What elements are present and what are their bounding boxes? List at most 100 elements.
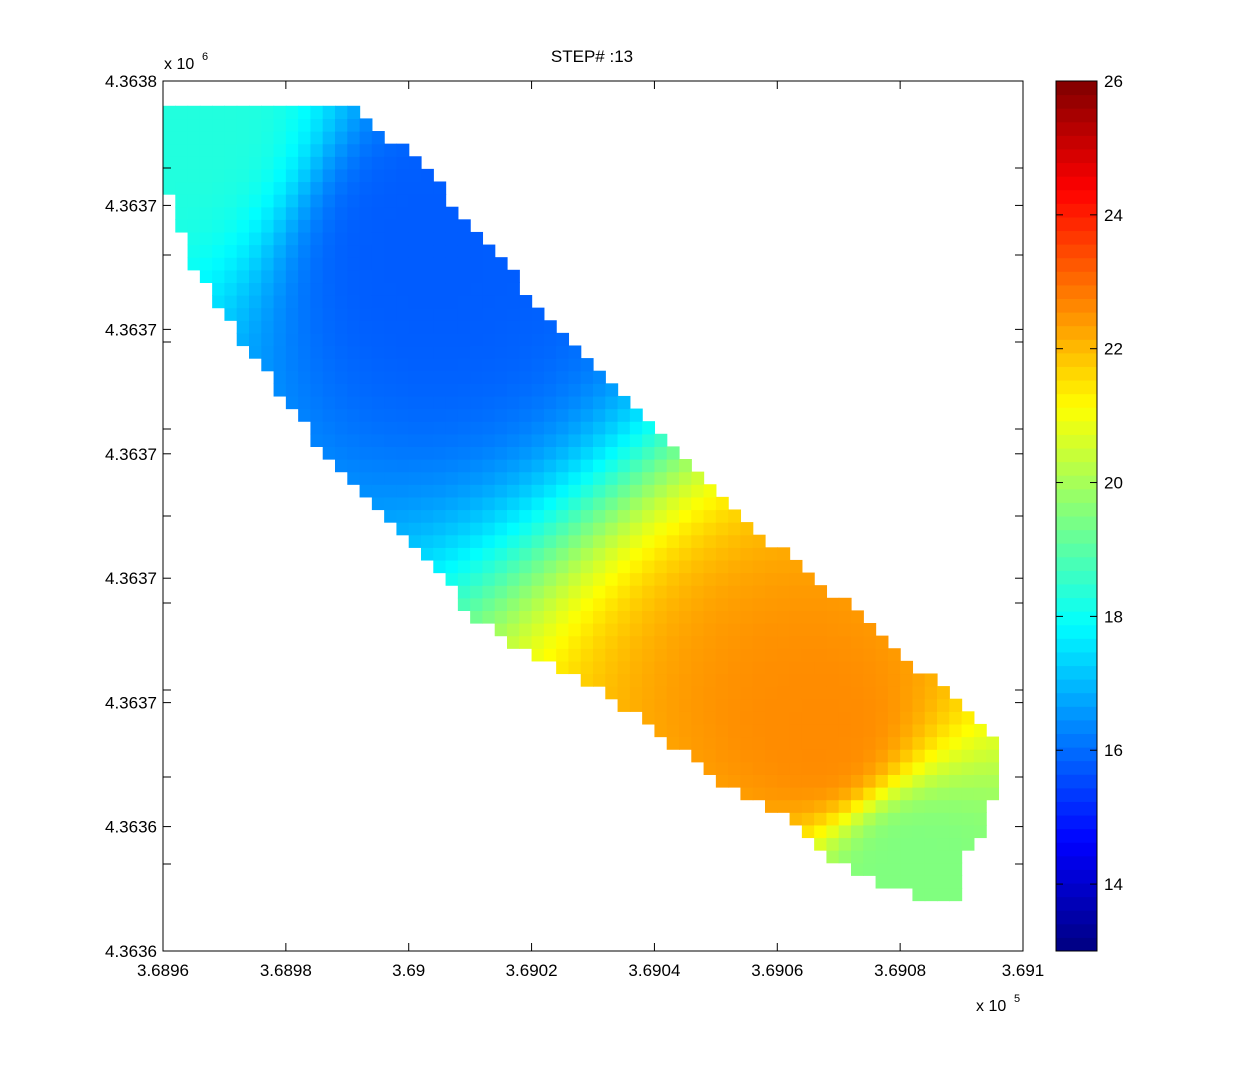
- heatmap-cell: [347, 143, 361, 157]
- heatmap-cell: [371, 395, 385, 410]
- heatmap-cell: [740, 522, 754, 536]
- heatmap-cell: [642, 623, 656, 637]
- heatmap-cell: [470, 534, 484, 548]
- heatmap-cell: [801, 799, 815, 813]
- heatmap-cell: [457, 421, 471, 435]
- heatmap-cell: [359, 421, 373, 435]
- heatmap-cell: [310, 131, 324, 145]
- heatmap-cell: [298, 307, 312, 321]
- heatmap-cell: [396, 257, 410, 271]
- heatmap-cell: [900, 824, 914, 839]
- heatmap-cell: [298, 395, 312, 410]
- heatmap-cell: [543, 320, 557, 334]
- heatmap-cell: [457, 433, 471, 447]
- heatmap-cell: [261, 345, 275, 359]
- heatmap-cell: [937, 837, 950, 851]
- heatmap-cell: [408, 194, 422, 208]
- heatmap-cell: [642, 610, 656, 624]
- heatmap-cell: [421, 307, 434, 321]
- heatmap-cell: [851, 799, 864, 813]
- heatmap-cell: [347, 395, 361, 410]
- heatmap-cell: [752, 534, 766, 548]
- heatmap-cell: [703, 635, 717, 649]
- heatmap-cell: [924, 686, 938, 700]
- heatmap-cell: [359, 219, 373, 233]
- heatmap-cell: [593, 496, 606, 511]
- heatmap-cell: [679, 660, 692, 675]
- heatmap-cell: [507, 370, 520, 384]
- heatmap-cell: [765, 774, 778, 788]
- heatmap-cell: [973, 774, 987, 788]
- heatmap-cell: [359, 395, 373, 410]
- heatmap-cell: [703, 559, 717, 574]
- heatmap-cell: [556, 433, 570, 447]
- heatmap-cell: [924, 774, 938, 788]
- heatmap-cell: [801, 711, 815, 725]
- heatmap-cell: [322, 231, 336, 246]
- heatmap-cell: [543, 358, 557, 372]
- heatmap-cell: [740, 585, 754, 599]
- heatmap-cell: [322, 156, 336, 170]
- heatmap-cell: [912, 799, 926, 813]
- heatmap-cell: [629, 686, 643, 700]
- heatmap-cell: [347, 370, 361, 384]
- colorbar-band: [1056, 312, 1097, 327]
- heatmap-cell: [433, 433, 447, 447]
- heatmap-cell: [703, 660, 717, 675]
- heatmap-cell: [494, 358, 508, 372]
- heatmap-cell: [298, 168, 312, 183]
- heatmap-cell: [912, 711, 926, 725]
- heatmap-cell: [519, 408, 533, 422]
- heatmap-cell: [715, 648, 729, 662]
- heatmap-cell: [801, 572, 815, 586]
- heatmap-cell: [175, 168, 189, 183]
- y-tick-label: 4.3637: [105, 569, 157, 588]
- heatmap-cell: [212, 105, 226, 120]
- heatmap-cell: [543, 547, 557, 561]
- heatmap-cell: [887, 787, 901, 801]
- heatmap-cell: [470, 320, 484, 334]
- heatmap-cell: [408, 282, 422, 296]
- heatmap-cell: [408, 295, 422, 309]
- heatmap-cell: [961, 787, 975, 801]
- heatmap-cell: [347, 383, 361, 397]
- heatmap-cell: [507, 446, 520, 460]
- heatmap-cell: [335, 370, 348, 384]
- heatmap-cell: [261, 320, 275, 334]
- heatmap-cell: [396, 383, 410, 397]
- heatmap-cell: [322, 295, 336, 309]
- heatmap-cell: [556, 383, 570, 397]
- heatmap-cell: [777, 572, 791, 586]
- y-exponent-base: x 10: [164, 56, 194, 73]
- heatmap-cell: [765, 711, 778, 725]
- heatmap-cell: [494, 320, 508, 334]
- heatmap-cell: [556, 408, 570, 422]
- heatmap-cell: [335, 118, 348, 132]
- heatmap-cell: [838, 824, 852, 839]
- heatmap-cell: [863, 787, 877, 801]
- heatmap-cell: [875, 824, 889, 839]
- heatmap-cell: [691, 723, 705, 738]
- heatmap-cell: [236, 181, 250, 195]
- heatmap-cell: [887, 812, 901, 826]
- heatmap-cell: [580, 421, 594, 435]
- heatmap-cell: [765, 799, 778, 813]
- heatmap-cell: [494, 383, 508, 397]
- colorbar-band: [1056, 910, 1097, 925]
- heatmap-cell: [715, 736, 729, 750]
- heatmap-cell: [740, 635, 754, 649]
- heatmap-cell: [777, 686, 791, 700]
- heatmap-cell: [507, 496, 520, 511]
- heatmap-cell: [937, 799, 950, 813]
- heatmap-cell: [851, 711, 864, 725]
- heatmap-cell: [777, 660, 791, 675]
- heatmap-cell: [433, 547, 447, 561]
- heatmap-cell: [285, 295, 299, 309]
- heatmap-cell: [519, 597, 533, 611]
- heatmap-cell: [445, 244, 459, 258]
- heatmap-cell: [347, 257, 361, 271]
- heatmap-cell: [814, 698, 828, 712]
- heatmap-cell: [752, 749, 766, 763]
- heatmap-cell: [568, 559, 582, 574]
- heatmap-cell: [593, 383, 606, 397]
